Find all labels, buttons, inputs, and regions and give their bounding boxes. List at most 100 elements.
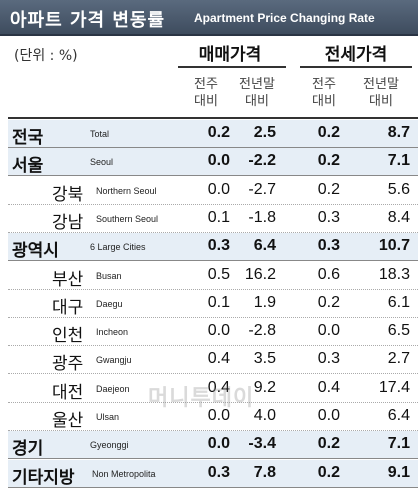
table-row: 광주 Gwangju 0.4 3.5 0.3 2.7 — [8, 346, 418, 375]
rate-value: -2.7 — [248, 180, 276, 198]
rate-value: 2.5 — [253, 124, 276, 141]
table-row: 경기 Gyeonggi 0.0 -3.4 0.2 7.1 — [8, 431, 418, 460]
region-name-korean: 인천 — [52, 326, 84, 347]
rate-value: 1.9 — [253, 293, 276, 311]
region-name-korean: 대구 — [52, 297, 84, 318]
subheader-line: 전년말 — [239, 77, 275, 92]
rate-value: 0.4 — [317, 378, 340, 396]
rate-value: 3.5 — [253, 350, 276, 368]
rate-value: 0.3 — [317, 350, 340, 368]
rate-value: 0.0 — [207, 152, 230, 170]
title-english: Apartment Price Changing Rate — [194, 11, 375, 25]
subheader-line: 전주 — [312, 77, 336, 92]
subheader-line: 대비 — [312, 94, 336, 109]
region-name-english: Incheon — [96, 327, 129, 338]
region-name-english: Daegu — [96, 298, 123, 309]
rate-value: 0.0 — [317, 322, 340, 340]
rate-value: 0.2 — [317, 152, 340, 170]
rate-value: 6.4 — [387, 407, 410, 424]
rate-value: 0.2 — [207, 124, 230, 141]
rate-value: 0.1 — [207, 293, 230, 311]
table-row: 서울 Seoul 0.0 -2.2 0.2 7.1 — [8, 148, 418, 177]
region-name-korean: 전국 — [12, 128, 44, 148]
group-header-jeonse: 전세가격 — [324, 45, 388, 65]
subheader-jeonse-weekly: 전주 대비 — [304, 76, 344, 110]
table-row: 전국 Total 0.2 2.5 0.2 8.7 — [8, 120, 418, 148]
table-row: 울산 Ulsan 0.0 4.0 0.0 6.4 — [8, 403, 418, 431]
table-row: 광역시 6 Large Cities 0.3 6.4 0.3 10.7 — [8, 233, 418, 262]
rate-value: 0.0 — [207, 435, 230, 453]
rate-value: 0.2 — [317, 435, 340, 453]
rate-value: 9.1 — [387, 463, 410, 481]
rate-value: 0.0 — [207, 322, 230, 340]
rate-value: 0.2 — [317, 180, 340, 198]
table-row: 대구 Daegu 0.1 1.9 0.2 6.1 — [8, 290, 418, 318]
subheader-line: 전주 — [194, 77, 218, 92]
rate-value: 18.3 — [378, 265, 410, 283]
rate-value: 6.4 — [253, 237, 276, 255]
rate-value: 0.1 — [207, 208, 230, 226]
region-name-english: Daejeon — [96, 383, 130, 394]
rate-value: 0.2 — [317, 293, 340, 311]
table-row: 부산 Busan 0.5 16.2 0.6 18.3 — [8, 262, 418, 290]
subheader-line: 대비 — [194, 94, 218, 109]
rate-value: 0.3 — [207, 237, 230, 255]
region-name-korean: 강북 — [52, 184, 84, 205]
table-row: 인천 Incheon 0.0 -2.8 0.0 6.5 — [8, 318, 418, 347]
region-name-english: Non Metropolita — [92, 468, 156, 479]
rate-value: -2.2 — [248, 152, 276, 170]
group-header-sale: 매매가격 — [198, 45, 262, 65]
region-name-english: Northern Seoul — [96, 185, 157, 196]
region-name-english: Southern Seoul — [96, 213, 159, 224]
region-name-english: Total — [90, 129, 110, 139]
region-name-english: Gyeonggi — [90, 440, 129, 451]
unit-label: (단위 : %) — [14, 48, 78, 64]
subheader-line: 대비 — [245, 94, 269, 109]
rate-value: 8.4 — [387, 208, 410, 226]
region-name-korean: 광주 — [52, 354, 84, 375]
rate-value: -3.4 — [248, 435, 276, 453]
title-korean: 아파트 가격 변동률 — [10, 10, 166, 31]
subheader-sale-yearend: 전년말 대비 — [232, 76, 282, 110]
rate-value: 0.2 — [317, 463, 340, 481]
rate-value: -1.8 — [248, 208, 276, 226]
rate-value: 2.7 — [387, 350, 410, 368]
rate-value: 0.3 — [317, 237, 340, 255]
rate-value: 10.7 — [378, 237, 410, 255]
rate-value: 7.8 — [253, 463, 276, 481]
rate-value: 6.1 — [387, 293, 410, 311]
rate-value: 4.0 — [253, 407, 276, 424]
rate-value: 8.7 — [387, 124, 410, 141]
rate-value: 5.6 — [387, 180, 410, 198]
rate-value: 0.4 — [207, 378, 230, 396]
rate-value: 6.5 — [387, 322, 410, 340]
rate-value: 7.1 — [387, 435, 410, 453]
rate-value: 0.2 — [317, 124, 340, 141]
rate-value: 0.0 — [207, 407, 230, 424]
rate-value: 7.1 — [387, 152, 410, 170]
region-name-english: 6 Large Cities — [90, 242, 146, 253]
rate-value: 0.5 — [207, 265, 230, 283]
region-name-english: Gwangju — [96, 355, 132, 366]
rate-value: 0.0 — [317, 407, 340, 424]
rate-value: 0.0 — [207, 180, 230, 198]
table-row: 기타지방 Non Metropolita 0.3 7.8 0.2 9.1 — [8, 459, 418, 488]
region-name-english: Seoul — [90, 157, 114, 168]
header-divider — [8, 117, 418, 119]
table-row: 강북 Northern Seoul 0.0 -2.7 0.2 5.6 — [8, 177, 418, 205]
region-name-korean: 서울 — [12, 156, 44, 177]
region-name-korean: 광역시 — [12, 241, 59, 262]
subheader-jeonse-yearend: 전년말 대비 — [356, 76, 406, 110]
rate-value: 0.4 — [207, 350, 230, 368]
subheader-line: 전년말 — [363, 77, 399, 92]
region-name-korean: 울산 — [52, 411, 84, 431]
region-name-korean: 부산 — [52, 269, 84, 290]
region-name-korean: 강남 — [52, 212, 84, 233]
rate-value: 9.2 — [253, 378, 276, 396]
rate-value: -2.8 — [248, 322, 276, 340]
rate-value: 0.6 — [317, 265, 340, 283]
region-name-korean: 대전 — [52, 382, 84, 403]
rate-value: 17.4 — [378, 378, 410, 396]
region-name-korean: 기타지방 — [12, 467, 75, 488]
region-name-english: Busan — [96, 270, 122, 281]
